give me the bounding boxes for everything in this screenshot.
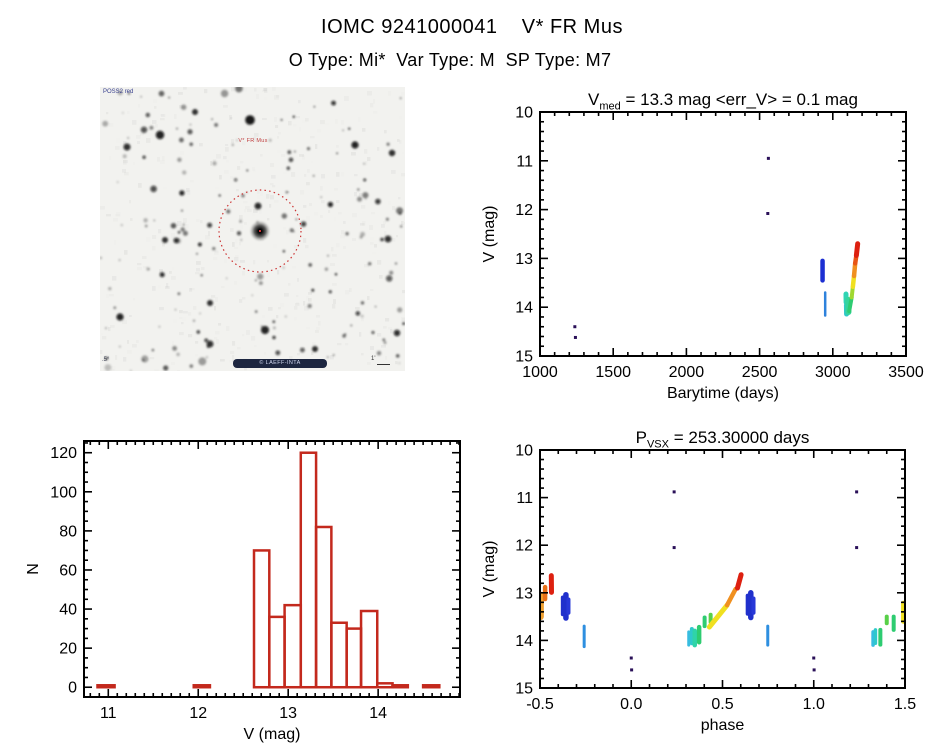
svg-text:1.5: 1.5 xyxy=(894,696,916,713)
lightcurve-plot: 1000 1500 2000 2500 3000 3500 10 11 12 13 14 15 Bary… xyxy=(481,105,924,403)
histogram-plot: 11 12 13 14 0 20 40 60 80 100 120 V (mag) N xyxy=(25,440,461,743)
finder-chart: POSS2 red V* FR Mus .5° © LAEFF-INTA 1' xyxy=(100,87,405,371)
scale-label: 1' xyxy=(371,356,376,362)
svg-text:13: 13 xyxy=(515,251,533,268)
histogram-chart: 11 12 13 14 0 20 40 60 80 100 120 V (mag) N xyxy=(20,425,470,743)
svg-text:phase: phase xyxy=(701,717,745,734)
target-label: V* FR Mus xyxy=(238,138,268,144)
svg-text:14: 14 xyxy=(369,705,387,722)
svg-text:V (mag): V (mag) xyxy=(481,541,498,598)
star-field-image xyxy=(100,87,405,371)
svg-text:0.5: 0.5 xyxy=(711,696,733,713)
lightcurve-chart: Vmed = 13.3 mag <err_V> = 0.1 mag 1000 15… xyxy=(468,88,938,406)
svg-text:14: 14 xyxy=(515,300,533,317)
phase-title: PVSX = 253.30000 days xyxy=(635,428,810,451)
svg-text:11: 11 xyxy=(100,705,117,722)
svg-text:12: 12 xyxy=(189,705,207,722)
svg-text:N: N xyxy=(25,563,42,575)
svg-text:3500: 3500 xyxy=(888,364,924,381)
svg-text:2000: 2000 xyxy=(669,364,705,381)
svg-text:V (mag): V (mag) xyxy=(244,726,301,743)
svg-text:1.0: 1.0 xyxy=(803,696,825,713)
svg-text:12: 12 xyxy=(515,202,533,219)
svg-text:13: 13 xyxy=(515,585,533,602)
svg-text:11: 11 xyxy=(516,153,533,170)
credit-badge: © LAEFF-INTA xyxy=(233,359,327,368)
svg-text:12: 12 xyxy=(515,538,533,555)
phase-chart: PVSX = 253.30000 days -0.5 0.0 0.5 1.0 1.5 10… xyxy=(468,426,938,744)
svg-text:V (mag): V (mag) xyxy=(481,206,498,263)
scale-bar xyxy=(377,364,390,365)
svg-text:2500: 2500 xyxy=(742,364,778,381)
fov-label: .5° xyxy=(102,357,110,363)
svg-text:0.0: 0.0 xyxy=(620,696,642,713)
svg-text:0: 0 xyxy=(68,680,77,697)
svg-text:80: 80 xyxy=(59,523,77,540)
svg-text:14: 14 xyxy=(515,633,533,650)
svg-text:10: 10 xyxy=(515,105,533,122)
survey-label: POSS2 red xyxy=(103,89,134,95)
svg-text:11: 11 xyxy=(516,490,533,507)
lightcurve-title: Vmed = 13.3 mag <err_V> = 0.1 mag xyxy=(588,90,858,113)
svg-text:3000: 3000 xyxy=(815,364,851,381)
page-title: IOMC 9241000041 V* FR Mus xyxy=(321,16,623,38)
svg-text:13: 13 xyxy=(279,705,297,722)
svg-text:1500: 1500 xyxy=(595,364,631,381)
svg-text:60: 60 xyxy=(59,562,77,579)
svg-text:120: 120 xyxy=(50,445,77,462)
svg-text:Barytime (days): Barytime (days) xyxy=(667,385,779,402)
object-types: O Type: Mi* Var Type: M SP Type: M7 xyxy=(288,50,612,70)
svg-text:1000: 1000 xyxy=(522,364,558,381)
svg-text:20: 20 xyxy=(59,641,77,658)
svg-text:15: 15 xyxy=(515,681,533,698)
svg-text:-0.5: -0.5 xyxy=(526,696,554,713)
svg-text:15: 15 xyxy=(515,349,533,366)
svg-text:10: 10 xyxy=(515,443,533,460)
phase-plot: -0.5 0.0 0.5 1.0 1.5 10 11 12 13 14 15 phase V (mag) xyxy=(481,443,916,735)
svg-text:40: 40 xyxy=(59,602,77,619)
svg-text:100: 100 xyxy=(50,484,77,501)
